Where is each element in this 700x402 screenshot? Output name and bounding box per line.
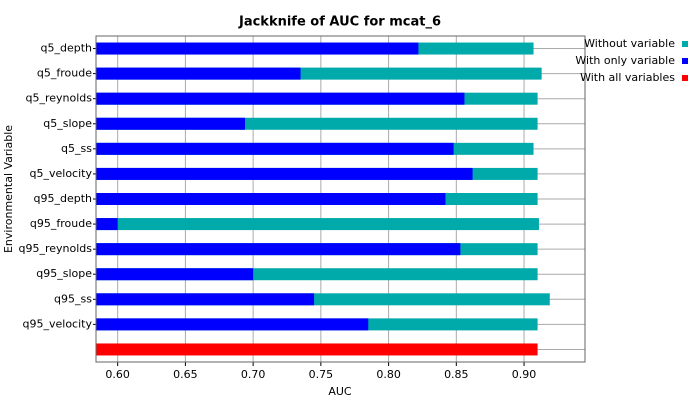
bar [96, 92, 465, 105]
y-tick-label: q95_velocity [23, 317, 93, 330]
bar [96, 343, 538, 356]
x-axis-label: AUC [328, 385, 352, 398]
x-tick-label: 0.65 [173, 368, 198, 381]
chart-title: Jackknife of AUC for mcat_6 [238, 15, 441, 30]
bar [96, 243, 461, 256]
x-tick-label: 0.85 [444, 368, 469, 381]
y-tick-label: q95_reynolds [18, 242, 92, 255]
bar [96, 42, 419, 55]
y-tick-label: q95_depth [34, 192, 93, 205]
x-tick-label: 0.70 [241, 368, 266, 381]
y-tick-label: q95_slope [36, 267, 92, 280]
y-tick-label: q5_froude [37, 67, 92, 80]
y-tick-label: q5_slope [43, 117, 92, 130]
bar [96, 318, 369, 331]
bar [96, 193, 446, 205]
legend-swatch [682, 41, 688, 47]
bar [96, 218, 118, 231]
legend-label: With only variable [575, 54, 675, 67]
bar [96, 218, 539, 231]
y-axis-label: Environmental Variable [2, 125, 15, 253]
y-tick-label: q5_reynolds [25, 92, 92, 105]
bar [96, 117, 538, 130]
y-tick-label: q95_ss [54, 292, 92, 305]
y-tick-label: q5_velocity [30, 167, 93, 180]
legend-label: Without variable [584, 37, 675, 50]
legend-swatch [682, 58, 688, 64]
x-tick-label: 0.90 [512, 368, 537, 381]
x-tick-label: 0.75 [309, 368, 334, 381]
legend-swatch [682, 75, 688, 81]
bar [96, 268, 254, 281]
y-tick-label: q95_froude [30, 217, 92, 230]
legend-label: With all variables [580, 71, 675, 84]
bar [96, 67, 301, 80]
plot-border [95, 35, 586, 363]
bar [96, 167, 473, 180]
y-tick-label: q5_depth [41, 42, 93, 55]
y-tick-label: q5_ss [61, 142, 92, 155]
bar [96, 117, 246, 130]
x-tick-label: 0.80 [376, 368, 401, 381]
bar [96, 142, 454, 155]
x-tick-label: 0.60 [105, 368, 130, 381]
bar [96, 293, 315, 306]
